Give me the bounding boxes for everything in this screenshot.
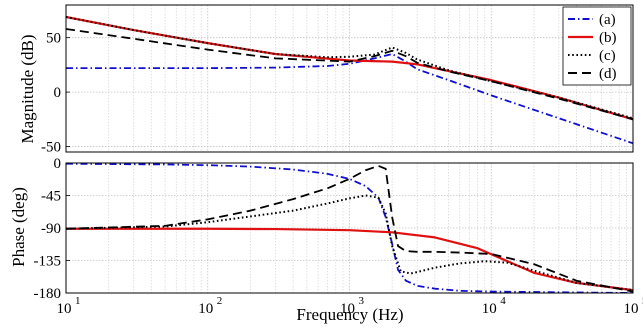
- phase-ytick-label: -180: [34, 286, 62, 302]
- xtick-exponent: 4: [500, 295, 506, 307]
- xtick-exponent: 1: [75, 295, 81, 307]
- legend-label: (d): [599, 66, 617, 82]
- xtick-label: 10: [57, 301, 72, 317]
- legend: (a) (b) (c) (d): [562, 6, 632, 86]
- xtick-label: 10: [340, 301, 355, 317]
- frequency-xlabel: Frequency (Hz): [296, 305, 403, 324]
- magnitude-axes-frame: [65, 4, 634, 153]
- phase-ytick-label: -135: [34, 254, 62, 270]
- legend-label: (c): [599, 48, 616, 64]
- magnitude-ytick-label: 0: [54, 85, 62, 101]
- magnitude-ylabel: Magnitude (dB): [18, 34, 37, 143]
- magnitude-ytick-label: -50: [41, 140, 61, 156]
- legend-label: (a): [599, 12, 616, 28]
- xtick-label: 10: [198, 301, 213, 317]
- phase-ytick-label: 0: [54, 156, 62, 172]
- phase-ytick-label: -45: [41, 189, 61, 205]
- xtick-exponent: 3: [359, 295, 365, 307]
- magnitude-series-line-a: [66, 53, 633, 145]
- legend-label: (b): [599, 30, 617, 46]
- phase-ytick-label: -90: [41, 221, 61, 237]
- phase-ylabel: Phase (deg): [9, 187, 28, 267]
- phase-series-line-d: [66, 164, 633, 293]
- xtick-label: 10: [482, 301, 497, 317]
- phase-panel: 0-45-90-135-180101102103104105: [34, 156, 643, 317]
- phase-series-line-c: [66, 194, 633, 292]
- phase-axes-frame: [65, 162, 634, 294]
- magnitude-panel: -50 0 50: [41, 4, 634, 156]
- magnitude-ytick-label: 50: [46, 31, 61, 47]
- magnitude-series-line-d: [66, 28, 633, 121]
- xtick-exponent: 2: [217, 295, 223, 307]
- xtick-label: 10: [624, 301, 639, 317]
- phase-series-line-b: [66, 227, 633, 292]
